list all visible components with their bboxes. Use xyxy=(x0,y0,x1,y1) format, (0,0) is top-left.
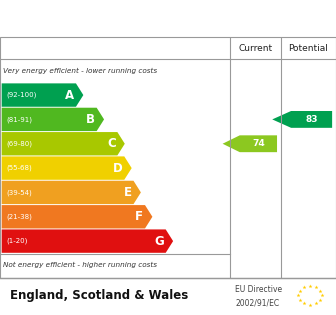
Text: E: E xyxy=(124,186,132,199)
Text: Energy Efficiency Rating: Energy Efficiency Rating xyxy=(63,11,273,26)
Text: Current: Current xyxy=(238,44,272,53)
Polygon shape xyxy=(2,108,104,131)
Text: EU Directive: EU Directive xyxy=(235,285,282,294)
Text: Potential: Potential xyxy=(288,44,328,53)
Text: 74: 74 xyxy=(252,139,265,148)
Polygon shape xyxy=(272,111,332,128)
Text: (1-20): (1-20) xyxy=(6,238,28,244)
Polygon shape xyxy=(2,205,153,228)
Polygon shape xyxy=(2,181,141,204)
Polygon shape xyxy=(2,157,132,180)
Text: (55-68): (55-68) xyxy=(6,165,32,171)
Text: (69-80): (69-80) xyxy=(6,140,32,147)
Polygon shape xyxy=(222,135,277,152)
Text: 2002/91/EC: 2002/91/EC xyxy=(235,299,279,308)
Text: (92-100): (92-100) xyxy=(6,92,36,98)
Text: B: B xyxy=(86,113,95,126)
Polygon shape xyxy=(2,83,83,107)
Text: A: A xyxy=(65,89,74,101)
Text: England, Scotland & Wales: England, Scotland & Wales xyxy=(10,289,188,302)
Text: Not energy efficient - higher running costs: Not energy efficient - higher running co… xyxy=(3,261,157,268)
Text: Very energy efficient - lower running costs: Very energy efficient - lower running co… xyxy=(3,68,158,74)
Text: C: C xyxy=(107,137,116,150)
Text: (81-91): (81-91) xyxy=(6,116,32,123)
Text: (39-54): (39-54) xyxy=(6,189,32,196)
Text: F: F xyxy=(135,210,143,223)
Text: 83: 83 xyxy=(305,115,318,124)
Text: (21-38): (21-38) xyxy=(6,214,32,220)
Polygon shape xyxy=(2,229,173,253)
Text: D: D xyxy=(113,162,123,175)
Polygon shape xyxy=(2,132,125,155)
Text: G: G xyxy=(154,235,164,248)
